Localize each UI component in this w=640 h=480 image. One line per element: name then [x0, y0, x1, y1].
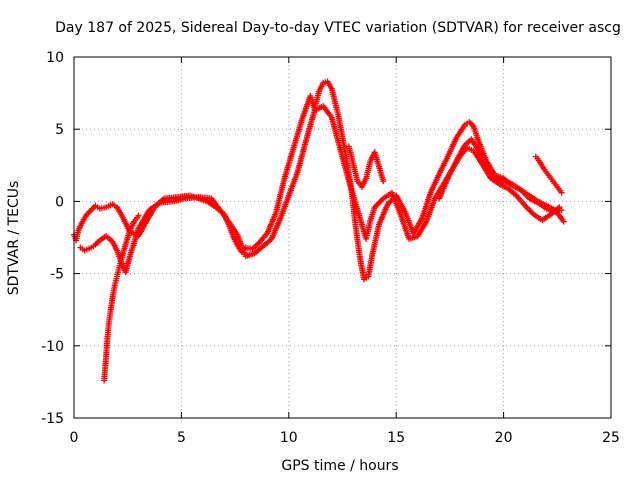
y-axis-label: SDTVAR / TECUs	[6, 181, 22, 296]
y-tick-label: 0	[55, 194, 64, 210]
axis-ticks: 0 5 10 15 20 25 -15 -10 -5 0 5 10	[41, 50, 620, 446]
grid-lines	[74, 57, 611, 418]
data-point	[558, 189, 565, 196]
data-point	[556, 204, 563, 211]
y-tick-label: -10	[41, 339, 64, 355]
series-trace-5	[436, 136, 567, 225]
series-trace-4	[345, 143, 387, 190]
data-point	[380, 178, 387, 185]
x-tick-label: 10	[280, 430, 298, 446]
series-trace-2	[77, 103, 563, 276]
data-points	[71, 78, 567, 384]
series-trace-6	[532, 153, 565, 196]
y-tick-label: -5	[50, 267, 64, 283]
x-tick-label: 0	[70, 430, 79, 446]
chart-title: Day 187 of 2025, Sidereal Day-to-day VTE…	[55, 20, 621, 36]
x-tick-label: 25	[602, 430, 620, 446]
y-tick-label: -15	[41, 411, 64, 427]
y-tick-label: 10	[46, 50, 64, 66]
data-point	[560, 218, 567, 225]
series-trace-3	[101, 212, 142, 384]
x-tick-label: 20	[495, 430, 513, 446]
y-tick-label: 5	[55, 122, 64, 138]
x-axis-label: GPS time / hours	[281, 458, 398, 474]
data-point	[135, 212, 142, 219]
plot-frame	[73, 56, 612, 419]
x-tick-label: 5	[177, 430, 186, 446]
x-tick-label: 15	[387, 430, 405, 446]
